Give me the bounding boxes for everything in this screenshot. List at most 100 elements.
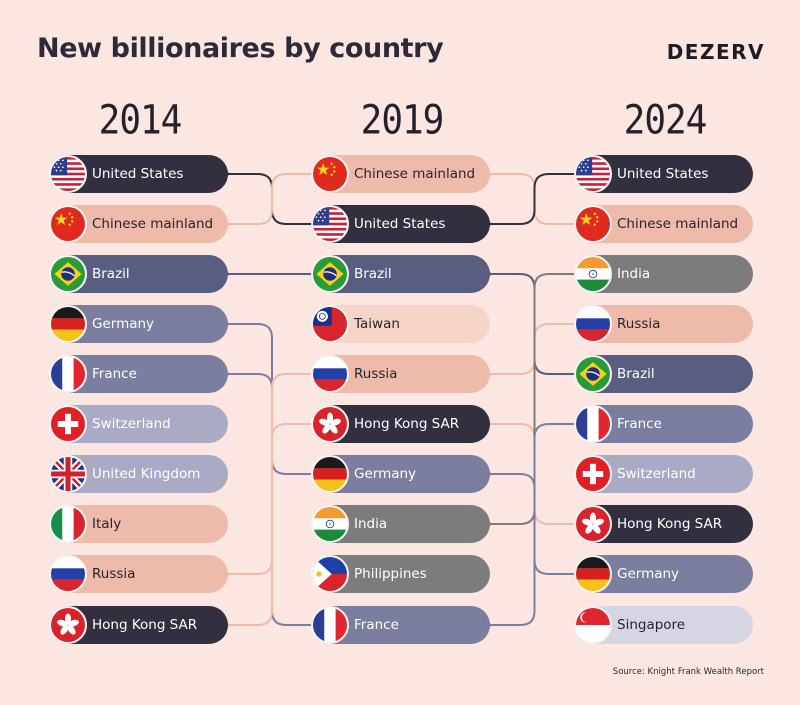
country-pill-2019-cn: Chinese mainland	[311, 155, 490, 193]
country-pill-2019-in: India	[311, 505, 490, 543]
country-pill-2014-br: Brazil	[49, 255, 228, 293]
country-label: Switzerland	[617, 466, 696, 482]
country-pill-2024-fr: France	[574, 405, 753, 443]
fr-flag-icon	[574, 405, 612, 443]
de-flag-icon	[311, 455, 349, 493]
hk-flag-icon	[574, 505, 612, 543]
in-flag-icon	[574, 255, 612, 293]
country-label: United States	[617, 166, 709, 182]
country-pill-2024-br: Brazil	[574, 355, 753, 393]
country-label: France	[354, 617, 399, 633]
cn-flag-icon	[311, 155, 349, 193]
country-pill-2024-cn: Chinese mainland	[574, 205, 753, 243]
country-label: India	[617, 266, 651, 282]
country-pill-2014-ru: Russia	[49, 555, 228, 593]
country-pill-2024-hk: Hong Kong SAR	[574, 505, 753, 543]
br-flag-icon	[311, 255, 349, 293]
us-flag-icon	[311, 205, 349, 243]
country-label: Chinese mainland	[354, 166, 476, 182]
country-label: France	[617, 416, 662, 432]
country-label: Hong Kong SAR	[92, 617, 198, 633]
ru-flag-icon	[574, 305, 612, 343]
country-pill-2014-hk: Hong Kong SAR	[49, 606, 228, 644]
connector-line	[226, 173, 318, 225]
country-pill-2014-ch: Switzerland	[49, 405, 228, 443]
country-pill-2024-in: India	[574, 255, 753, 293]
country-label: Russia	[354, 366, 398, 382]
country-label: Brazil	[354, 266, 392, 282]
year-2014: 2014	[98, 97, 183, 144]
connector-line	[488, 423, 581, 626]
country-pill-2024-ch: Switzerland	[574, 455, 753, 493]
country-pill-2014-de: Germany	[49, 305, 228, 343]
hk-flag-icon	[311, 405, 349, 443]
ru-flag-icon	[311, 355, 349, 393]
cn-flag-icon	[574, 205, 612, 243]
country-label: Singapore	[617, 617, 686, 633]
de-flag-icon	[574, 555, 612, 593]
ch-flag-icon	[49, 405, 87, 443]
country-pill-2019-us: United States	[311, 205, 490, 243]
ch-flag-icon	[574, 455, 612, 493]
country-pill-2019-ru: Russia	[311, 355, 490, 393]
it-flag-icon	[49, 505, 87, 543]
gb-flag-icon	[49, 455, 87, 493]
tw-flag-icon	[311, 305, 349, 343]
country-pill-2014-cn: Chinese mainland	[49, 205, 228, 243]
country-label: Hong Kong SAR	[617, 516, 723, 532]
country-pill-2014-it: Italy	[49, 505, 228, 543]
ru-flag-icon	[49, 555, 87, 593]
source-note: Source: Knight Frank Wealth Report	[612, 667, 764, 677]
country-label: Chinese mainland	[92, 216, 214, 232]
country-pill-2024-ru: Russia	[574, 305, 753, 343]
fr-flag-icon	[311, 606, 349, 644]
country-pill-2019-hk: Hong Kong SAR	[311, 405, 490, 443]
us-flag-icon	[574, 155, 612, 193]
connector-line	[488, 273, 581, 525]
country-label: Germany	[617, 566, 680, 582]
country-label: Switzerland	[92, 416, 171, 432]
country-label: India	[354, 516, 388, 532]
country-pill-2024-sg: Singapore	[574, 606, 753, 644]
country-label: Germany	[354, 466, 417, 482]
country-pill-2019-de: Germany	[311, 455, 490, 493]
country-label: Russia	[617, 316, 661, 332]
fr-flag-icon	[49, 355, 87, 393]
country-label: United States	[92, 166, 184, 182]
year-2024: 2024	[623, 97, 708, 144]
de-flag-icon	[49, 305, 87, 343]
brand-logo: DEZERV	[666, 40, 765, 64]
year-2019: 2019	[360, 97, 445, 144]
country-label: Brazil	[92, 266, 130, 282]
connector-line	[488, 173, 581, 225]
ph-flag-icon	[311, 555, 349, 593]
country-pill-2014-fr: France	[49, 355, 228, 393]
in-flag-icon	[311, 505, 349, 543]
hk-flag-icon	[49, 606, 87, 644]
country-pill-2019-tw: Taiwan	[311, 305, 490, 343]
country-label: United Kingdom	[92, 466, 201, 482]
country-pill-2019-fr: France	[311, 606, 490, 644]
country-label: Taiwan	[354, 316, 400, 332]
br-flag-icon	[49, 255, 87, 293]
country-label: Brazil	[617, 366, 655, 382]
connector-line	[226, 423, 318, 626]
country-label: Chinese mainland	[617, 216, 739, 232]
country-pill-2024-us: United States	[574, 155, 753, 193]
country-label: France	[92, 366, 137, 382]
page-title: New billionaires by country	[37, 33, 444, 64]
country-label: Italy	[92, 516, 122, 532]
country-pill-2019-ph: Philippines	[311, 555, 490, 593]
country-label: Philippines	[354, 566, 427, 582]
sg-flag-icon	[574, 606, 612, 644]
country-label: Germany	[92, 316, 155, 332]
us-flag-icon	[49, 155, 87, 193]
country-pill-2014-gb: United Kingdom	[49, 455, 228, 493]
country-label: United States	[354, 216, 446, 232]
country-pill-2024-de: Germany	[574, 555, 753, 593]
country-label: Hong Kong SAR	[354, 416, 460, 432]
cn-flag-icon	[49, 205, 87, 243]
country-pill-2014-us: United States	[49, 155, 228, 193]
br-flag-icon	[574, 355, 612, 393]
